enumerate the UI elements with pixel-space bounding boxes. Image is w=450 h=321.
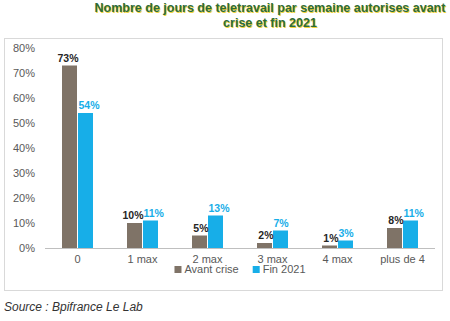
bar — [273, 231, 288, 249]
data-label: 11% — [404, 207, 425, 219]
y-tick-label: 20% — [13, 192, 35, 204]
bar — [387, 228, 402, 248]
bars — [62, 66, 418, 249]
bar — [127, 223, 142, 248]
legend-label: Avant crise — [184, 263, 238, 275]
bar — [403, 221, 418, 249]
bar — [192, 236, 207, 249]
y-tick-label: 10% — [13, 217, 35, 229]
y-tick-label: 50% — [13, 117, 35, 129]
bar — [208, 216, 223, 249]
bar — [338, 241, 353, 249]
legend-swatch — [253, 266, 260, 273]
title: Nombre de jours de teletravail par semai… — [92, 1, 448, 31]
chart: 0% 10% 20% 30% 40% 50% 60% 70% 80% 73% 10% 5% 2% 1% 8%… — [0, 0, 450, 300]
y-tick-label: 60% — [13, 92, 35, 104]
y-tick-label: 70% — [13, 67, 35, 79]
x-tick-label: 0 — [74, 253, 80, 265]
data-label: 7% — [274, 217, 290, 229]
data-label: 10% — [122, 209, 144, 221]
legend-label: Fin 2021 — [263, 263, 306, 275]
data-label: 3% — [339, 227, 355, 239]
bar — [78, 113, 93, 248]
bar — [257, 243, 272, 248]
data-label: 8% — [388, 214, 404, 226]
data-label: 11% — [144, 207, 165, 219]
data-label: 2% — [258, 229, 274, 241]
x-tick-label: plus de 4 — [380, 253, 425, 265]
y-tick-label: 30% — [13, 167, 35, 179]
data-label: 73% — [57, 52, 79, 64]
data-label: 5% — [193, 222, 209, 234]
source: Source : Bpifrance Le Lab — [4, 300, 143, 314]
x-axis — [45, 248, 435, 249]
y-tick-label: 80% — [13, 42, 35, 54]
y-tick-label: 0% — [19, 242, 35, 254]
bar — [62, 66, 77, 249]
bar — [143, 221, 158, 249]
chart-frame — [5, 39, 443, 291]
x-tick-label: 1 max — [128, 253, 158, 265]
data-label: 54% — [79, 99, 101, 111]
x-tick-label: 4 max — [323, 253, 353, 265]
bar — [322, 246, 337, 249]
data-label: 13% — [209, 202, 231, 214]
legend-swatch — [174, 266, 181, 273]
data-label: 1% — [323, 232, 339, 244]
y-tick-label: 40% — [13, 142, 35, 154]
legend: Avant crise Fin 2021 — [174, 263, 305, 275]
